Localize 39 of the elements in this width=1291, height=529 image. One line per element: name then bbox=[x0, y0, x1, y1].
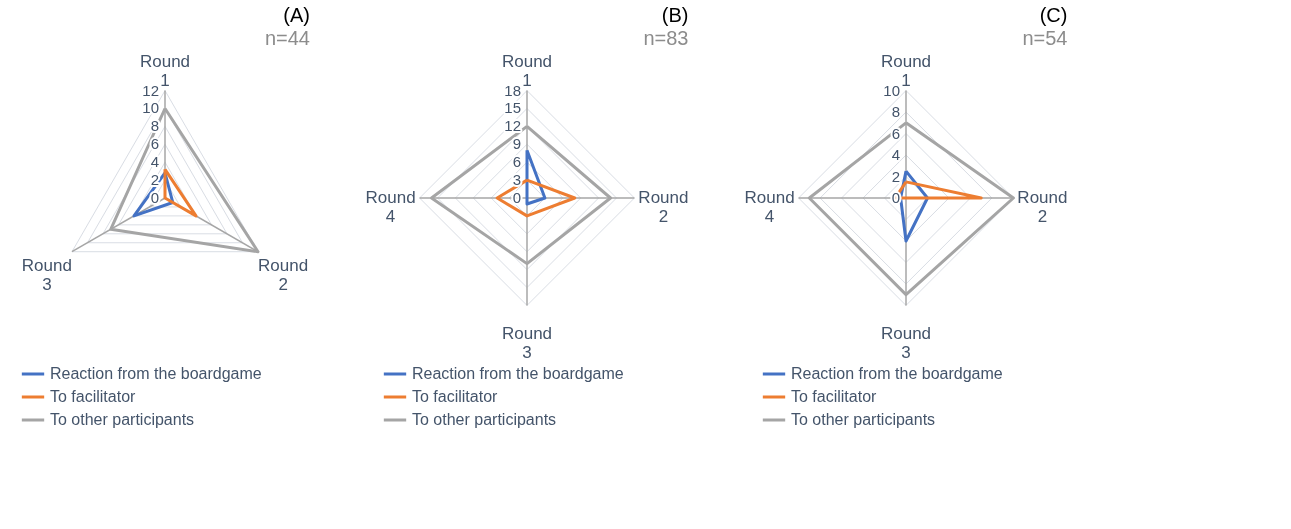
y-tick-label: 0 bbox=[150, 189, 159, 206]
chart-subtitle: n=44 bbox=[264, 26, 310, 49]
y-tick-label: 6 bbox=[512, 153, 521, 171]
spoke-label: Round 2 bbox=[638, 188, 689, 226]
chart-title: (B) bbox=[661, 3, 689, 26]
chart-title: (A) bbox=[283, 3, 310, 26]
legend-label: Reaction from the boardgame bbox=[50, 365, 262, 382]
y-tick-label: 6 bbox=[891, 124, 900, 142]
chart-subtitle: n=54 bbox=[1022, 26, 1068, 49]
spoke-label: Round 2 bbox=[258, 256, 309, 295]
chart-title: (C) bbox=[1039, 3, 1068, 26]
y-tick-label: 8 bbox=[891, 103, 900, 121]
y-tick-label: 10 bbox=[142, 99, 159, 117]
spoke-label: Round 4 bbox=[744, 188, 795, 226]
legend-label: Reaction from the boardgame bbox=[412, 365, 624, 382]
y-tick-label: 4 bbox=[150, 153, 159, 171]
y-tick-label: 12 bbox=[504, 117, 521, 135]
y-tick-label: 0 bbox=[512, 189, 521, 206]
y-tick-label: 9 bbox=[512, 135, 521, 153]
spoke-label: Round 4 bbox=[365, 188, 416, 226]
y-tick-label: 6 bbox=[150, 135, 159, 153]
chart-subtitle: n=83 bbox=[643, 26, 689, 49]
legend-label: To facilitator bbox=[412, 388, 499, 405]
spoke-label: Round 3 bbox=[21, 256, 72, 295]
legend-label: To facilitator bbox=[791, 388, 878, 405]
spoke-label: Round 3 bbox=[501, 324, 553, 363]
y-tick-label: 4 bbox=[891, 146, 900, 164]
spoke-label: Round 2 bbox=[1017, 188, 1068, 226]
spoke-label: Round 3 bbox=[880, 324, 932, 363]
y-tick-label: 3 bbox=[512, 171, 521, 189]
y-tick-label: 2 bbox=[150, 171, 159, 189]
legend-label: To facilitator bbox=[50, 388, 137, 405]
legend-label: Reaction from the boardgame bbox=[791, 365, 1003, 382]
y-tick-label: 15 bbox=[504, 99, 521, 117]
legend-label: To other participants bbox=[412, 411, 557, 428]
y-tick-label: 8 bbox=[150, 117, 159, 135]
legend-label: To other participants bbox=[791, 411, 936, 428]
y-tick-label: 2 bbox=[891, 167, 900, 185]
legend-label: To other participants bbox=[50, 411, 195, 428]
